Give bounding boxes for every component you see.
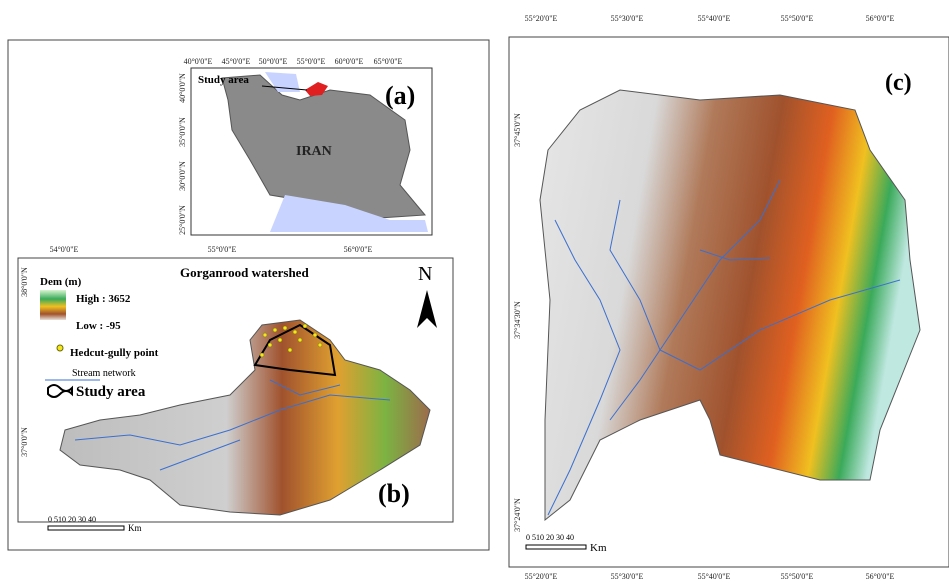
scale-unit: Km (590, 542, 607, 554)
scale-numbers: 0 510 20 30 40 (48, 515, 96, 524)
map-title: Gorganrood watershed (180, 265, 309, 280)
coordinate-label: 56°0'0"E (866, 572, 895, 581)
coordinate-label: 54°0'0"E (50, 245, 79, 254)
coordinate-label: 55°50'0"E (781, 14, 814, 23)
coordinate-label: 37°0'0"N (20, 427, 29, 457)
coordinate-label: 60°0'0"E (335, 57, 364, 66)
scale-bar (526, 545, 586, 549)
coordinate-label: 37°24'0"N (513, 498, 522, 532)
coordinate-label: 55°0'0"E (208, 245, 237, 254)
coordinate-label: 55°20'0"E (525, 572, 558, 581)
coordinate-label: 55°30'0"E (611, 572, 644, 581)
legend-title: Dem (m) (40, 276, 82, 288)
coordinate-label: 55°0'0"E (297, 57, 326, 66)
coordinate-label: 55°30'0"E (611, 14, 644, 23)
coordinate-label: 40°0'0"E (184, 57, 213, 66)
coordinate-label: 55°40'0"E (698, 14, 731, 23)
scale-unit: Km (128, 523, 142, 533)
coordinate-label: 45°0'0"E (222, 57, 251, 66)
coordinate-label: 25°0'0"N (178, 205, 187, 235)
figure: Study area IRAN (a) Gorganrood watershed… (0, 0, 949, 585)
panel-label: (c) (885, 70, 912, 96)
coordinate-label: 37°34'30"N (513, 301, 522, 339)
coordinate-label: 30°0'0"N (178, 161, 187, 191)
coordinate-label: 38°0'0"N (20, 267, 29, 297)
legend-stream: Stream network (72, 368, 136, 379)
legend-gully-symbol (57, 345, 63, 351)
panel-label: (a) (385, 81, 415, 110)
legend-high: High : 3652 (76, 293, 131, 305)
north-label: N (418, 263, 432, 285)
legend-low: Low : -95 (76, 320, 121, 332)
coordinate-label: 55°40'0"E (698, 572, 731, 581)
scale-numbers: 0 510 20 30 40 (526, 533, 574, 542)
legend-study-area: Study area (76, 384, 146, 400)
coordinate-label: 55°20'0"E (525, 14, 558, 23)
panel-label: (b) (378, 479, 410, 508)
coordinate-label: 55°50'0"E (781, 572, 814, 581)
country-label: IRAN (296, 144, 332, 159)
coordinate-label: 65°0'0"E (374, 57, 403, 66)
coordinate-label: 40°0'0"N (178, 73, 187, 103)
legend-dem-ramp (40, 290, 66, 320)
coordinate-label: 56°0'0"E (344, 245, 373, 254)
scale-bar (48, 526, 124, 530)
coordinate-label: 35°0'0"N (178, 117, 187, 147)
coordinate-label: 50°0'0"E (259, 57, 288, 66)
study-area-label: Study area (198, 74, 249, 86)
coordinate-label: 37°45'0"N (513, 113, 522, 147)
legend-gully: Hedcut-gully point (70, 347, 159, 359)
coordinate-label: 56°0'0"E (866, 14, 895, 23)
